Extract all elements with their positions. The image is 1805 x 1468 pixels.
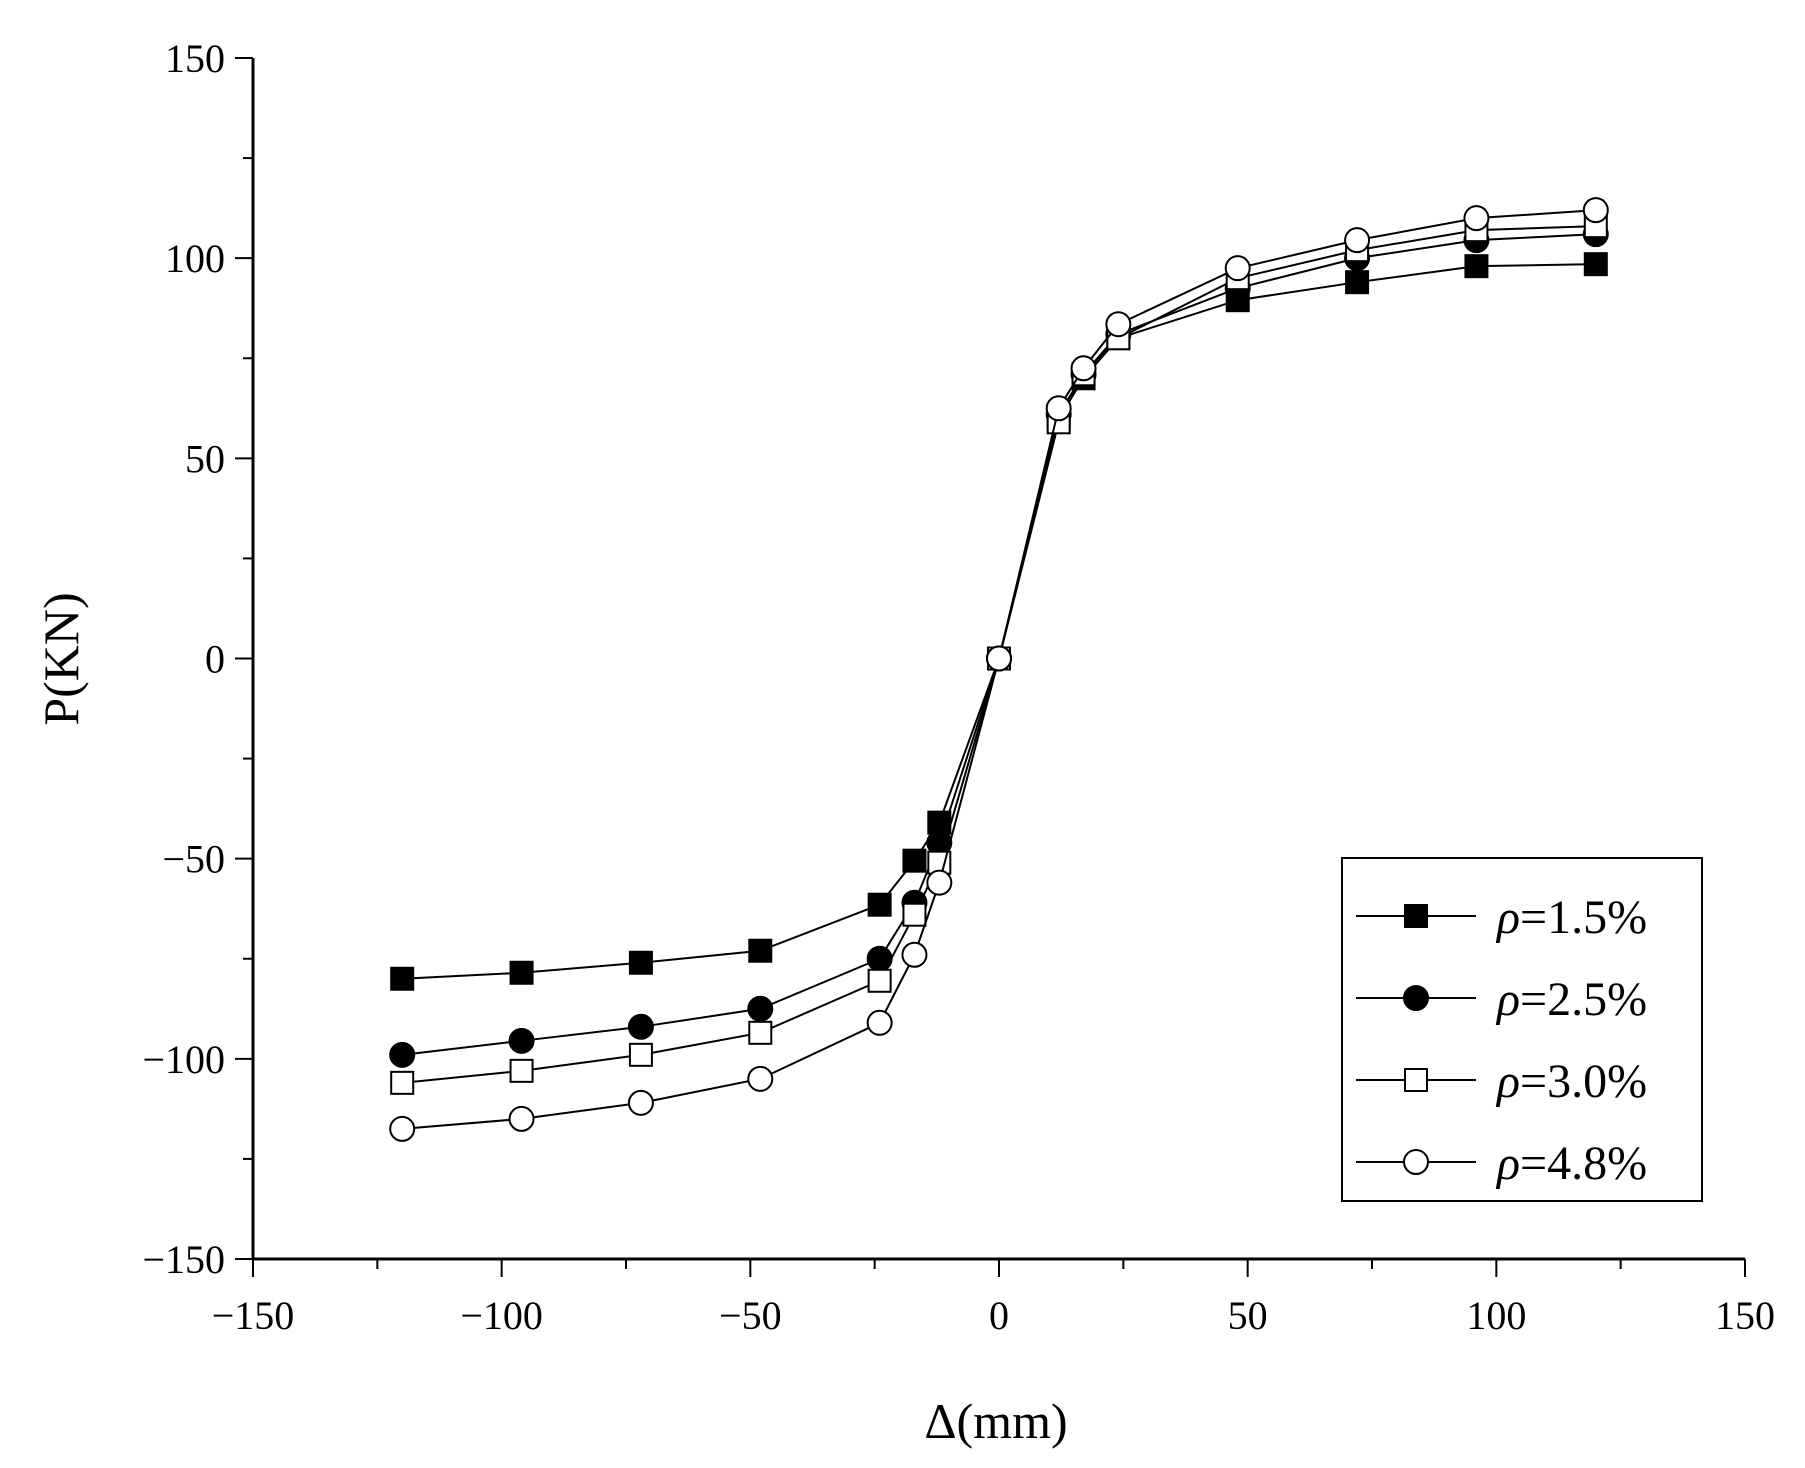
- y-tick-label: −50: [162, 837, 225, 882]
- series-4: [389, 197, 1609, 1142]
- y-axis-title: P(KN): [33, 592, 89, 725]
- data-point: [901, 941, 928, 968]
- data-point: [902, 902, 927, 927]
- data-point: [926, 869, 953, 896]
- y-tick-label: 50: [185, 436, 225, 481]
- data-point: [1463, 205, 1490, 232]
- data-point: [1464, 254, 1489, 279]
- legend-label: ρ=2.5%: [1495, 973, 1647, 1026]
- data-point: [389, 1041, 416, 1068]
- legend-value: =2.5%: [1520, 973, 1647, 1026]
- legend-value: =4.8%: [1520, 1137, 1647, 1190]
- legend-label: ρ=3.0%: [1495, 1055, 1647, 1108]
- data-point: [748, 1020, 773, 1045]
- data-point: [986, 645, 1012, 672]
- legend-entry: ρ=3.0%: [1356, 1055, 1647, 1108]
- data-point: [1583, 252, 1608, 277]
- legend-symbol: ρ: [1495, 1055, 1520, 1108]
- y-tick-label: 100: [165, 236, 225, 281]
- data-point: [509, 960, 534, 985]
- legend: ρ=1.5%ρ=2.5%ρ=3.0%ρ=4.8%: [1341, 857, 1703, 1202]
- data-point: [1344, 227, 1371, 254]
- legend-entry: ρ=2.5%: [1356, 973, 1647, 1026]
- data-point: [390, 966, 415, 991]
- legend-value: =3.0%: [1520, 1055, 1647, 1108]
- y-tick-label: 150: [165, 36, 225, 81]
- data-point: [627, 1013, 654, 1040]
- legend-marker: [1404, 904, 1428, 928]
- data-point: [866, 1009, 893, 1036]
- x-tick-label: −50: [719, 1293, 782, 1338]
- data-point: [747, 1065, 774, 1092]
- legend-label: ρ=1.5%: [1495, 891, 1647, 944]
- legend-marker: [1403, 985, 1429, 1011]
- legend-marker: [1403, 1149, 1429, 1175]
- data-point: [1070, 355, 1097, 382]
- data-point: [1582, 197, 1609, 224]
- data-point: [627, 1089, 654, 1116]
- data-point: [508, 1105, 535, 1132]
- data-point: [902, 848, 927, 873]
- legend-label: ρ=4.8%: [1495, 1137, 1647, 1190]
- legend-symbol: ρ: [1495, 1137, 1520, 1190]
- x-tick-label: 0: [989, 1293, 1009, 1338]
- legend-symbol: ρ: [1495, 973, 1520, 1026]
- x-tick-label: 150: [1715, 1293, 1775, 1338]
- data-point: [867, 892, 892, 917]
- legend-entry: ρ=1.5%: [1356, 891, 1647, 944]
- legend-entries: ρ=1.5%ρ=2.5%ρ=3.0%ρ=4.8%: [1356, 891, 1647, 1190]
- data-point: [389, 1115, 416, 1142]
- legend-entry: ρ=4.8%: [1356, 1137, 1647, 1190]
- data-point: [1045, 395, 1072, 422]
- legend-marker: [1404, 1068, 1428, 1092]
- data-point: [748, 938, 773, 963]
- data-point: [866, 945, 893, 972]
- x-tick-label: −100: [460, 1293, 543, 1338]
- y-tick-label: 0: [205, 637, 225, 682]
- data-point: [628, 950, 653, 975]
- data-point: [509, 1058, 534, 1083]
- x-tick-label: −150: [212, 1293, 295, 1338]
- data-point: [628, 1042, 653, 1067]
- axes: −150 −100 −50 0 50 100 150 −150 −100 −50 0 50 100 150: [142, 36, 1775, 1338]
- x-axis-title: Δ(mm): [924, 1393, 1067, 1449]
- y-tick-label: −150: [142, 1237, 225, 1282]
- data-point: [1224, 255, 1251, 282]
- y-tick-label: −100: [142, 1037, 225, 1082]
- legend-value: =1.5%: [1520, 891, 1647, 944]
- data-point: [867, 968, 892, 993]
- data-point: [390, 1070, 415, 1095]
- data-point: [747, 995, 774, 1022]
- legend-symbol: ρ: [1495, 891, 1520, 944]
- x-tick-label: 50: [1228, 1293, 1268, 1338]
- data-point: [1345, 270, 1370, 295]
- data-point: [1105, 311, 1132, 338]
- x-tick-label: 100: [1466, 1293, 1526, 1338]
- series-layer: [389, 197, 1609, 1142]
- data-point: [508, 1027, 535, 1054]
